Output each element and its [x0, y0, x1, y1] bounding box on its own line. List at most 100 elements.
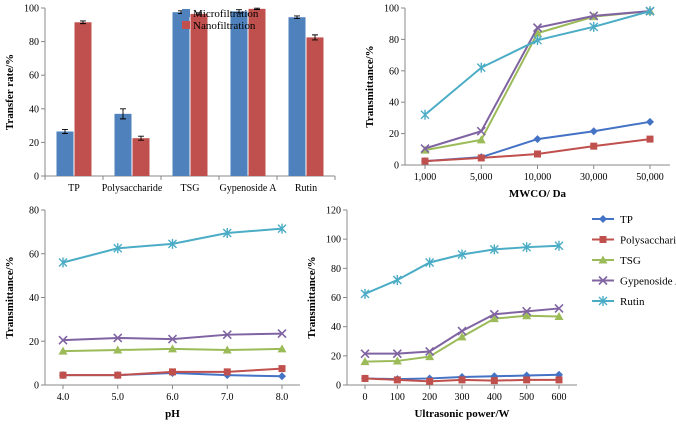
- chart1-y-tick-label: 60: [389, 66, 399, 77]
- chart0-x-tick-label-tsg: TSG: [181, 183, 200, 194]
- chart3-point-gypenoside-a-5: [522, 306, 532, 316]
- chart2-y-tick-label: 20: [29, 337, 39, 348]
- chart0-y-tick-label: 100: [24, 4, 39, 15]
- chart3-point-gypenoside-a-0: [360, 349, 370, 359]
- chart1-y-axis-label: Transmittance/%: [364, 45, 376, 127]
- chart3-y-tick-label: 80: [331, 264, 341, 275]
- chart3-point-tsg-1: [392, 356, 402, 365]
- chart2-point-rutin-0: [58, 257, 68, 268]
- chart0-error-bar-nanofiltration-gypenoside-a: [254, 7, 260, 10]
- chart1-point-polysaccharide-1: [477, 154, 485, 162]
- chart1-point-gypenoside-a-2: [532, 23, 543, 33]
- chart3-series-gypenoside-a: [360, 303, 564, 359]
- legend-marker-polysaccharide: [599, 236, 607, 243]
- chart2-x-tick-label: 6.0: [166, 392, 179, 403]
- chart1-point-rutin-2: [533, 35, 542, 46]
- chart3-y-tick-label: 20: [331, 351, 341, 362]
- chart2-point-polysaccharide-2: [169, 368, 176, 376]
- chart0-bar-nanofiltration-gypenoside-a: [248, 8, 266, 177]
- chart1-point-polysaccharide-4: [646, 135, 654, 143]
- chart2-point-tsg-3: [222, 345, 232, 354]
- legend-label-rutin: Rutin: [620, 296, 645, 308]
- chart1-series-polysaccharide: [421, 135, 654, 165]
- legend-marker-tp: [599, 215, 607, 223]
- chart1-point-polysaccharide-2: [534, 150, 541, 158]
- chart2-point-tsg-1: [113, 345, 123, 354]
- chart1-point-gypenoside-a-3: [589, 11, 599, 21]
- chart3-x-tick-label: 0: [363, 392, 368, 403]
- chart1-point-tp-3: [589, 127, 598, 136]
- chart2-point-polysaccharide-3: [223, 368, 231, 376]
- chart1-x-axis-label: MWCO/ Da: [509, 188, 567, 200]
- chart3-point-rutin-4: [489, 244, 499, 255]
- chart0-legend-label-microfiltration: Microfiltration: [193, 8, 259, 20]
- chart1-point-rutin-3: [589, 21, 599, 32]
- chart1-point-gypenoside-a-1: [476, 126, 486, 136]
- chart2-series-tsg: [58, 344, 287, 355]
- chart1-series-rutin: [420, 6, 655, 120]
- chart1-point-tp-4: [646, 117, 654, 126]
- chart3-y-tick-label: 0: [336, 381, 341, 392]
- chart2-point-polysaccharide-1: [114, 371, 122, 379]
- chart2-point-polysaccharide-0: [59, 371, 67, 379]
- chart0-error-bar-nanofiltration-rutin: [312, 34, 318, 41]
- chart1-point-polysaccharide-3: [590, 142, 598, 150]
- chart0-error-bar-microfiltration-polysaccharide: [120, 108, 126, 120]
- chart3-x-tick-label: 200: [422, 392, 437, 403]
- chart3-point-tsg-3: [457, 332, 467, 341]
- chart2-point-gypenoside-a-1: [113, 333, 123, 343]
- chart3-point-polysaccharide-6: [555, 376, 563, 384]
- chart3-point-tsg-0: [360, 357, 370, 366]
- chart1-point-rutin-0: [420, 109, 430, 120]
- chart1-point-rutin-1: [476, 62, 486, 73]
- chart2-y-tick-label: 60: [29, 249, 39, 260]
- chart0-error-bar-microfiltration-gypenoside-a: [236, 9, 242, 14]
- chart3-x-tick-label: 600: [552, 392, 567, 403]
- legend-label-gypenoside-a: Gypenoside A: [620, 276, 676, 288]
- chart0-x-tick-label-gypenoside-a: Gypenoside A: [220, 183, 278, 194]
- chart1-point-rutin-4: [645, 6, 655, 17]
- chart2-x-axis-label: pH: [165, 408, 180, 420]
- chart2-x-tick-label: 7.0: [221, 392, 234, 403]
- chart0-legend-swatch-nanofiltration: [182, 21, 190, 29]
- chart0-bar-nanofiltration-tp: [74, 22, 92, 177]
- chart3-point-gypenoside-a-3: [457, 326, 467, 336]
- chart1-x-tick-label: 50,000: [636, 172, 664, 183]
- chart2-series-gypenoside-a: [58, 329, 287, 345]
- legend-label-tsg: TSG: [620, 255, 641, 267]
- chart0-bar-microfiltration-tp: [56, 131, 74, 176]
- chart3-point-gypenoside-a-6: [554, 303, 564, 314]
- chart3-series-tsg: [360, 311, 564, 366]
- chart0-bar-microfiltration-tsg: [172, 12, 190, 177]
- chart1-y-tick-label: 100: [384, 4, 399, 15]
- legend-item-tp: [592, 215, 614, 223]
- chart3-point-rutin-5: [522, 242, 532, 253]
- chart2-point-rutin-1: [113, 243, 123, 254]
- chart3-x-tick-label: 400: [487, 392, 502, 403]
- legend-item-rutin: [592, 296, 614, 306]
- chart3-point-rutin-6: [554, 240, 564, 251]
- chart0-y-tick-label: 40: [29, 104, 39, 115]
- chart0-error-bar-nanofiltration-polysaccharide: [138, 135, 144, 141]
- chart2-point-rutin-4: [277, 223, 287, 234]
- chart2-y-tick-label: 0: [34, 381, 39, 392]
- chart2-x-tick-label: 5.0: [112, 392, 125, 403]
- chart0-y-tick-label: 0: [34, 172, 39, 183]
- chart3-point-polysaccharide-4: [490, 377, 498, 385]
- chart0-bar-nanofiltration-tsg: [190, 13, 208, 176]
- chart0-error-bar-microfiltration-rutin: [294, 15, 300, 20]
- chart2-y-axis-label: Transmittance/%: [4, 256, 16, 338]
- chart3-point-tsg-2: [425, 352, 435, 361]
- chart0-error-bar-nanofiltration-tp: [80, 20, 86, 25]
- chart0-y-tick-label: 60: [29, 71, 39, 82]
- legend-label-tp: TP: [620, 214, 633, 226]
- chart3-point-polysaccharide-1: [393, 376, 401, 384]
- legend-item-tsg: [592, 255, 614, 264]
- chart1-x-tick-label: 5,000: [470, 172, 493, 183]
- chart2-point-rutin-2: [168, 238, 177, 249]
- chart1-point-tsg-1: [476, 135, 486, 144]
- chart1-point-tsg-2: [533, 28, 542, 37]
- chart3-point-tsg-6: [554, 311, 564, 320]
